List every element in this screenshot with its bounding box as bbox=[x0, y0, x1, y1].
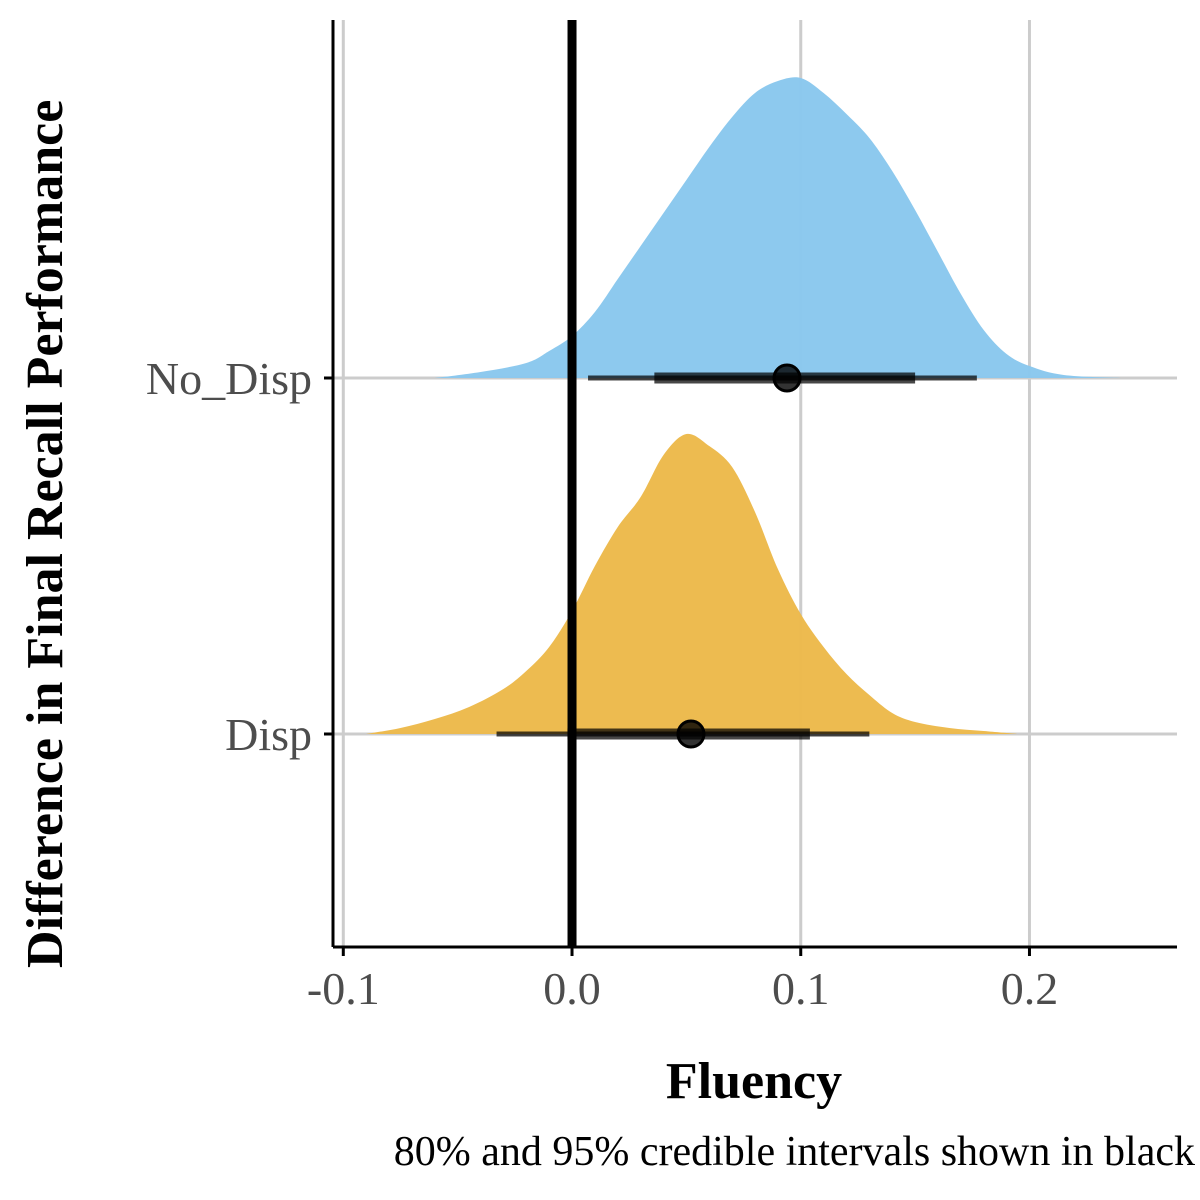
interval-layer bbox=[496, 363, 977, 749]
y-tick-label-no-disp: No_Disp bbox=[146, 353, 312, 404]
axes bbox=[331, 20, 1177, 949]
density-disp bbox=[366, 433, 1019, 734]
density-layer bbox=[366, 77, 1121, 734]
x-tick-label: 0.2 bbox=[1001, 963, 1059, 1014]
x-tick-label: -0.1 bbox=[307, 963, 380, 1014]
x-axis-ticks: -0.1 0.0 0.1 0.2 bbox=[307, 947, 1058, 1014]
x-axis-title: Fluency bbox=[666, 1053, 842, 1110]
x-tick-label: 0.0 bbox=[543, 963, 601, 1014]
caption: 80% and 95% credible intervals shown in … bbox=[394, 1129, 1195, 1175]
density-no-disp bbox=[434, 77, 1121, 378]
median-point-disp bbox=[676, 719, 706, 749]
y-axis-ticks: Disp No_Disp bbox=[146, 353, 333, 760]
x-tick-label: 0.1 bbox=[772, 963, 830, 1014]
y-tick-label-disp: Disp bbox=[225, 709, 312, 760]
median-point-no-disp bbox=[772, 363, 802, 393]
y-axis-title: Difference in Final Recall Performance bbox=[17, 100, 74, 968]
